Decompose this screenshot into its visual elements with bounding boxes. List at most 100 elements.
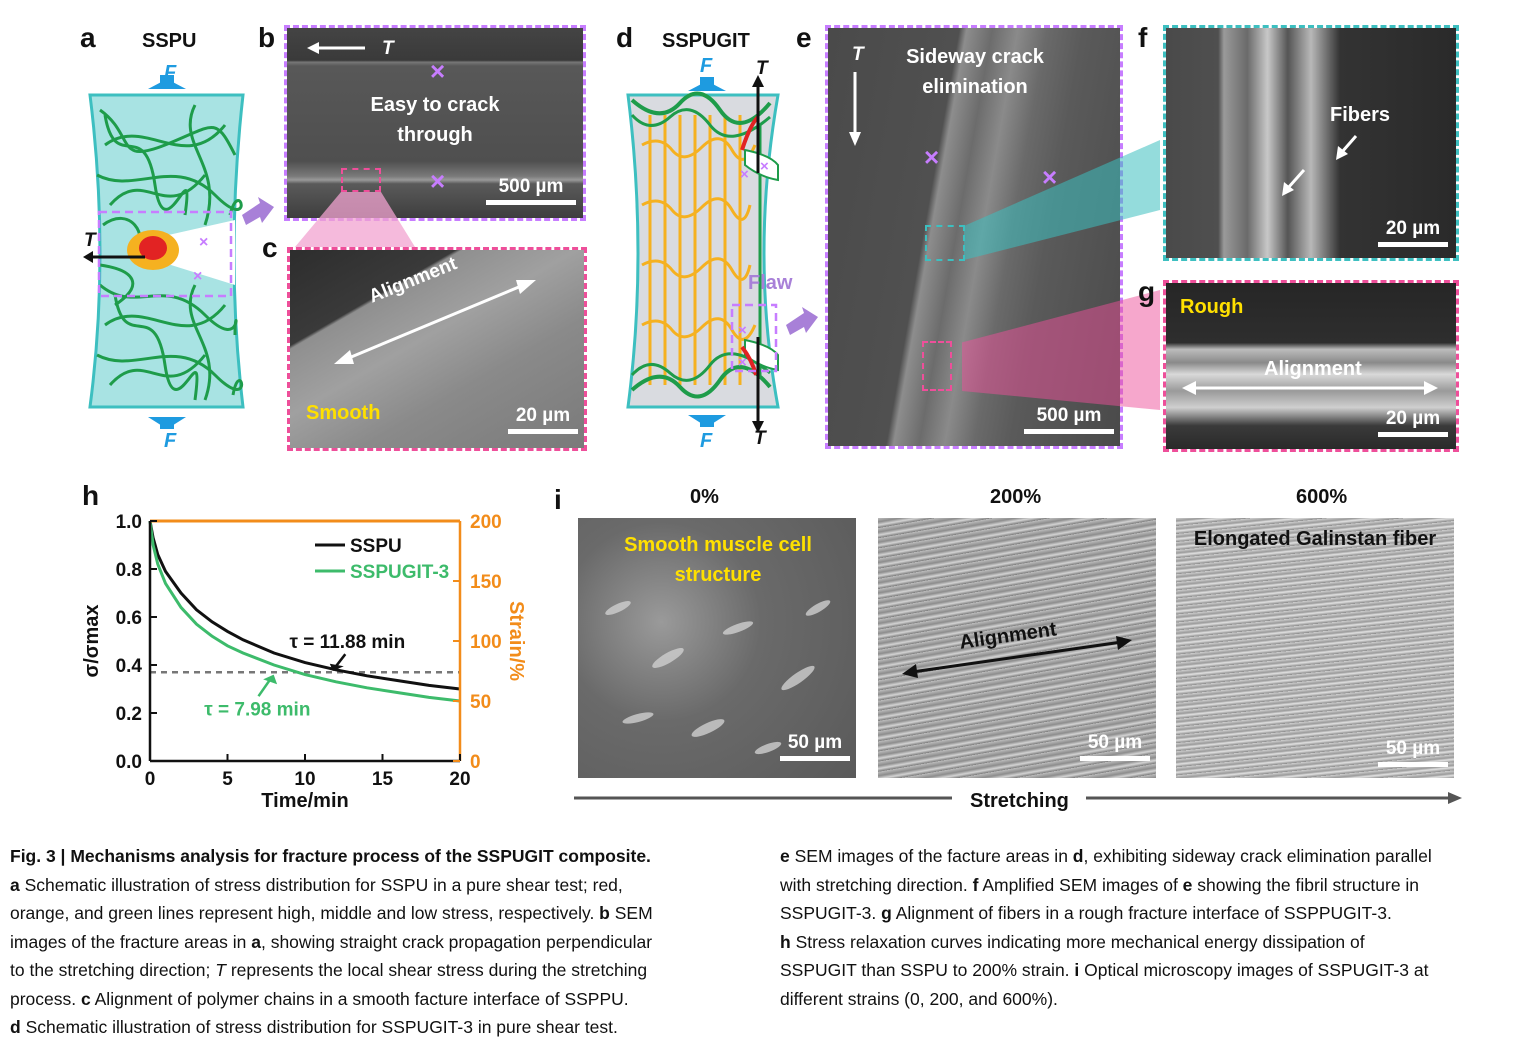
svg-text:×: × xyxy=(760,158,769,175)
micrograph-600 xyxy=(1176,518,1454,778)
panel-b-text2: through xyxy=(397,124,473,146)
caption-text: orange, and green lines represent high, … xyxy=(10,903,600,923)
flaw-label: Flaw xyxy=(748,272,793,294)
shear-label: T xyxy=(84,230,96,251)
micrograph-0-text1: Smooth muscle cell xyxy=(624,534,812,556)
panel-a-title: SSPU xyxy=(142,30,197,52)
mark-x: × xyxy=(924,142,940,172)
scale-bar-b: 500 µm xyxy=(486,176,576,205)
panel-e-frame xyxy=(825,25,1123,449)
scale-bar-i2: 50 µm xyxy=(1378,738,1448,767)
strain-label-0: 0% xyxy=(690,486,719,508)
scale-bar-e: 500 µm xyxy=(1024,405,1114,434)
caption-left: Fig. 3 | Mechanisms analysis for fractur… xyxy=(10,842,770,1042)
scale-bar-b-label: 500 µm xyxy=(498,176,564,197)
caption-text: to the stretching direction; xyxy=(10,960,216,980)
caption-ref: a xyxy=(10,874,20,895)
y-axis-label: σ/σmax xyxy=(81,605,103,678)
stress-relaxation-chart: 0 5 10 15 20 0.0 0.2 0.4 0.6 0.8 1.0 0 50 100 150 200 Ti… xyxy=(81,512,527,812)
stretching-label: Stretching xyxy=(970,790,1069,812)
panel-h-label: h xyxy=(82,480,100,511)
panel-f-frame xyxy=(1163,25,1459,261)
scale-bar-i0-label: 50 µm xyxy=(787,732,843,753)
legend-label-1: SSPUGIT-3 xyxy=(350,562,449,583)
annotation-arrowhead-sspugit xyxy=(263,674,278,685)
arrow-to-e xyxy=(786,307,818,335)
shear-arrow-e xyxy=(849,72,861,146)
x-axis-label: Time/min xyxy=(261,790,348,812)
fiber-network xyxy=(641,115,757,385)
caption-text: SSPUGIT-3. xyxy=(780,903,882,923)
alignment-arrow-g xyxy=(1182,381,1438,395)
caption-text: SEM xyxy=(609,903,653,923)
panel-b-sem xyxy=(287,28,583,218)
caption-text: Schematic illustration of stress distrib… xyxy=(19,874,623,895)
scale-bar-e-label: 500 µm xyxy=(1036,405,1102,426)
force-arrow-top xyxy=(148,75,186,89)
caption-text: process. xyxy=(10,988,81,1009)
annotation-arrowhead-sspu xyxy=(329,663,344,671)
caption-ref: b xyxy=(599,903,610,923)
panel-d-label: d xyxy=(616,22,634,53)
panel-g-sem xyxy=(1166,283,1456,449)
caption-ref: e xyxy=(780,846,790,866)
svg-text:×: × xyxy=(193,268,202,285)
panel-g-alignment: Alignment xyxy=(1264,358,1362,380)
panel-g-label: g xyxy=(1138,276,1156,307)
sspugit-schematic: × × × × xyxy=(626,75,780,433)
alignment-arrow-c xyxy=(334,280,536,364)
svg-text:×: × xyxy=(738,354,747,371)
scale-bar-f: 20 µm xyxy=(1378,218,1448,247)
caption-right: e SEM images of the facture areas in d, … xyxy=(780,842,1530,1013)
x-tick-label: 5 xyxy=(222,769,233,790)
annotation-arrow-sspu xyxy=(335,653,347,667)
y-tick-label-right: 50 xyxy=(470,692,491,713)
force-label-d-top: F xyxy=(700,55,713,77)
caption-ref: g xyxy=(881,903,892,923)
scale-bar-c-label: 20 µm xyxy=(515,405,571,426)
caption-text: Amplified SEM images of xyxy=(978,874,1183,895)
caption-ref: c xyxy=(81,988,91,1009)
force-arrow-bottom xyxy=(148,417,186,429)
y-tick-label-right: 100 xyxy=(470,632,502,653)
caption-ref: d xyxy=(10,1017,21,1037)
y-tick-label: 0.2 xyxy=(116,704,142,725)
y-tick-label: 1.0 xyxy=(116,512,142,533)
y-tick-label: 0.0 xyxy=(116,752,142,773)
panel-b-label: b xyxy=(258,22,276,53)
shear-label-b: T xyxy=(382,38,394,59)
caption-text: , showing straight crack propagation per… xyxy=(260,931,653,952)
scale-bar-g-label: 20 µm xyxy=(1385,408,1441,429)
micrograph-600-text: Elongated Galinstan fiber xyxy=(1193,528,1437,550)
panel-e-text1: Sideway crack xyxy=(906,46,1044,68)
shear-label-e: T xyxy=(852,44,864,65)
caption-ref: e xyxy=(1182,874,1193,895)
caption-title: Fig. 3 | Mechanisms analysis for fractur… xyxy=(10,846,651,866)
strain-label-600: 600% xyxy=(1296,486,1348,508)
alignment-arrow-i xyxy=(902,636,1132,678)
panel-g-frame xyxy=(1163,280,1459,452)
panel-c-surface: Smooth xyxy=(306,402,381,424)
y-tick-label-right: 0 xyxy=(470,752,481,773)
strain-label-200: 200% xyxy=(990,486,1042,508)
caption-text: with stretching direction. xyxy=(780,874,973,895)
caption-text: represents the local shear stress during… xyxy=(225,960,648,980)
panel-b-text1: Easy to crack xyxy=(370,94,500,116)
caption-ref: a xyxy=(251,931,261,952)
zoom-cone-c xyxy=(295,192,415,247)
x-tick-label: 15 xyxy=(372,769,394,790)
panel-i-label: i xyxy=(554,484,562,515)
svg-text:×: × xyxy=(740,166,749,183)
svg-text:×: × xyxy=(199,234,208,251)
series-line-1 xyxy=(148,520,461,703)
panel-c-label: c xyxy=(262,232,278,263)
caption-symbol: T xyxy=(215,960,226,980)
scale-bar-i0: 50 µm xyxy=(780,732,850,761)
scale-bar-c: 20 µm xyxy=(508,405,578,434)
force-label-d-bottom: F xyxy=(700,430,713,452)
shear-label-d-top: T xyxy=(756,58,768,79)
scale-bar-i2-label: 50 µm xyxy=(1385,738,1441,759)
force-label-bottom: F xyxy=(164,430,177,452)
panel-f-label: f xyxy=(1138,22,1148,53)
y-axis-label-right: Strain/% xyxy=(505,601,527,681)
